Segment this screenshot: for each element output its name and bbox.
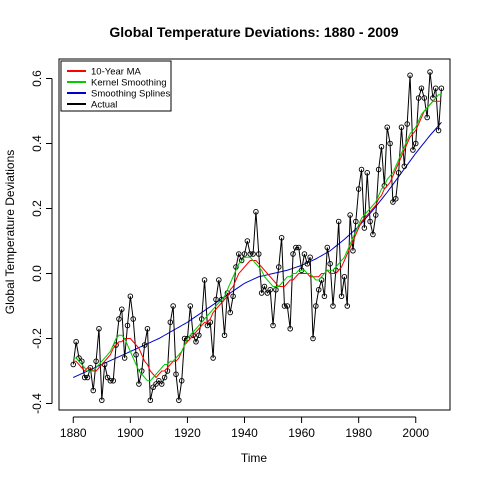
x-tick-label: 1900 bbox=[117, 426, 144, 440]
y-tick-label: -0.2 bbox=[30, 328, 44, 349]
x-tick-label: 1980 bbox=[345, 426, 372, 440]
legend-label: Actual bbox=[91, 100, 117, 111]
legend-label: Smoothing Splines bbox=[91, 89, 170, 100]
x-tick-label: 1960 bbox=[288, 426, 315, 440]
y-axis-label: Global Temperature Deviations bbox=[3, 150, 17, 315]
legend-label: Kernel Smoothing bbox=[91, 78, 167, 89]
y-tick-label: -0.4 bbox=[30, 393, 44, 414]
x-tick-label: 1940 bbox=[231, 426, 258, 440]
legend-label: 10-Year MA bbox=[91, 67, 141, 78]
x-tick-label: 2000 bbox=[402, 426, 429, 440]
chart-title: Global Temperature Deviations: 1880 - 20… bbox=[109, 24, 398, 40]
x-axis-label: Time bbox=[241, 451, 268, 465]
y-tick-label: 0.0 bbox=[30, 265, 44, 282]
x-tick-label: 1880 bbox=[60, 426, 87, 440]
y-tick-label: 0.2 bbox=[30, 200, 44, 217]
y-tick-label: 0.6 bbox=[30, 70, 44, 87]
y-tick-label: 0.4 bbox=[30, 135, 44, 152]
x-tick-label: 1920 bbox=[174, 426, 201, 440]
